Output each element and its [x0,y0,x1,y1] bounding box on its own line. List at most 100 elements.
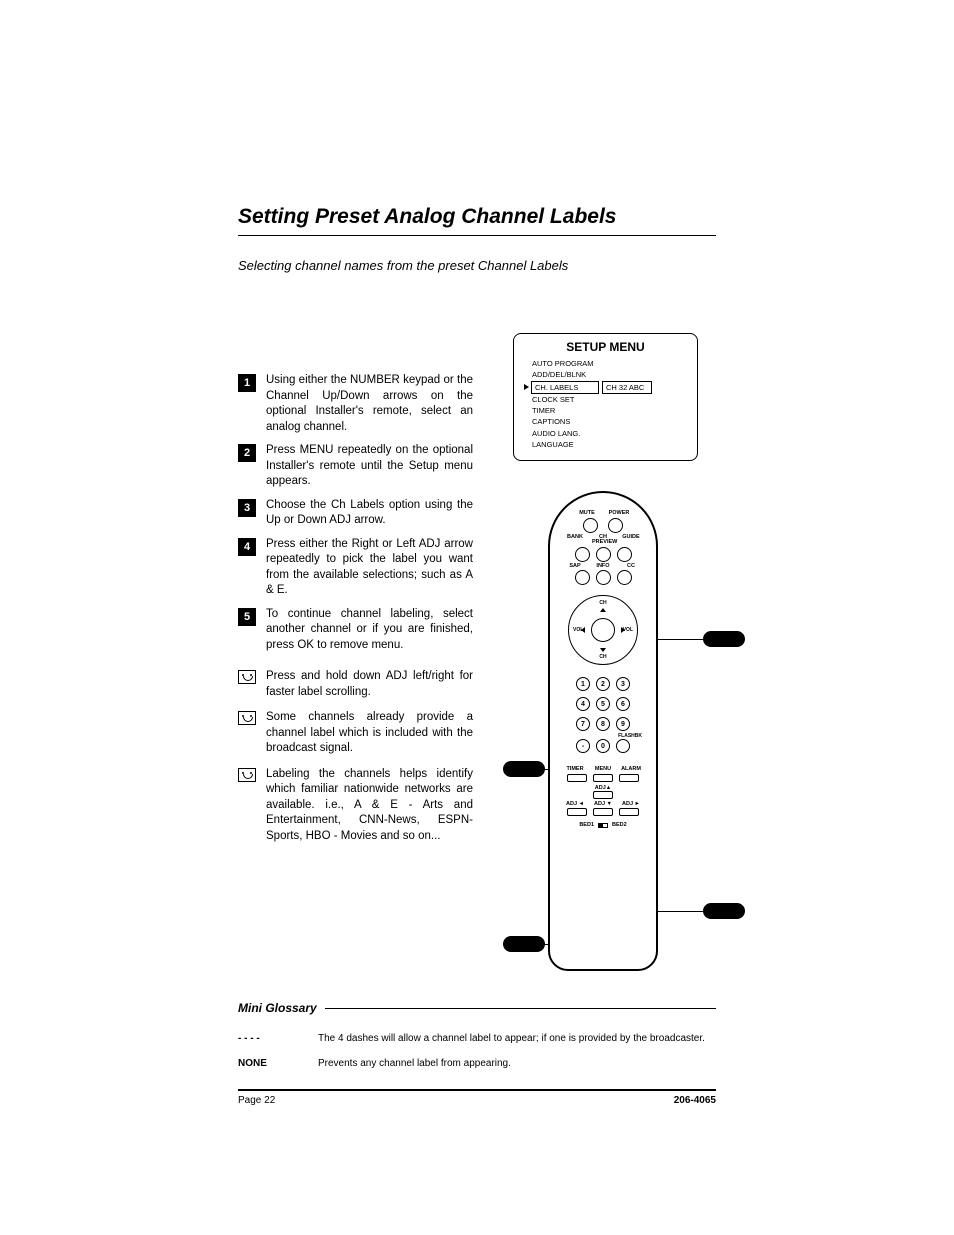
menu-item: AUDIO LANG. [524,428,687,439]
remote-diagram: MUTE POWER BANK CH PREVIEW GUIDE [548,491,716,971]
num-3-button[interactable]: 3 [616,677,630,691]
button-label: MUTE [576,511,598,517]
right-column: SETUP MENU AUTO PROGRAM ADD/DEL/BLNK CH.… [503,333,716,971]
remote-outline: MUTE POWER BANK CH PREVIEW GUIDE [548,491,658,971]
step-text: Using either the NUMBER keypad or the Ch… [266,373,473,435]
label-row: BANK CH PREVIEW GUIDE [556,535,650,546]
bed-switch-row: BED1 BED2 [556,822,650,828]
num-2-button[interactable]: 2 [596,677,610,691]
flashbk-button[interactable] [616,739,630,753]
button-label: INFO [592,564,614,570]
cc-button[interactable] [617,570,632,585]
mute-button[interactable] [583,518,598,533]
num-5-button[interactable]: 5 [596,697,610,711]
menu-item-selected: CH. LABELS CH 32 ABC [524,381,687,394]
dpad-label-down: CH [599,654,606,660]
footer-divider [238,1089,716,1091]
button-label: CH PREVIEW [592,535,614,546]
tips-block: Press and hold down ADJ left/right for f… [238,669,473,844]
content-row: 1 Using either the NUMBER keypad or the … [238,333,716,971]
page-title: Setting Preset Analog Channel Labels [238,205,716,236]
num-4-button[interactable]: 4 [576,697,590,711]
num-8-button[interactable]: 8 [596,717,610,731]
num-9-button[interactable]: 9 [616,717,630,731]
page-subtitle: Selecting channel names from the preset … [238,258,716,273]
adj-right-button[interactable] [619,808,639,816]
glossary-def: The 4 dashes will allow a channel label … [318,1033,716,1044]
dpad[interactable]: CH CH VOL VOL [568,595,638,665]
button-row [556,518,650,533]
menu-item: CAPTIONS [524,416,687,427]
adj-left-label: ADJ ◄ [564,802,586,808]
button-label: ALARM [620,767,642,773]
glossary-row: NONE Prevents any channel label from app… [238,1058,716,1069]
adj-down-button[interactable] [593,808,613,816]
ch-preview-button[interactable] [596,547,611,562]
selected-value: CH 32 ABC [602,381,652,394]
doc-number: 206-4065 [674,1095,716,1106]
info-button[interactable] [596,570,611,585]
step-4: 4 Press either the Right or Left ADJ arr… [238,537,473,599]
glossary-term: - - - - [238,1033,318,1044]
dpad-ok-button[interactable] [591,618,615,642]
adj-left-button[interactable] [567,808,587,816]
selected-label: CH. LABELS [531,381,599,394]
label-row: MUTE POWER [556,511,650,517]
bed2-label: BED2 [612,822,627,828]
num-1-button[interactable]: 1 [576,677,590,691]
triangle-right-icon [524,384,529,390]
step-number: 2 [238,444,256,462]
step-5: 5 To continue channel labeling, select a… [238,607,473,654]
triangle-left-icon [581,627,585,633]
power-button[interactable] [608,518,623,533]
button-label: GUIDE [620,535,642,546]
label-row: TIMER MENU ALARM [556,767,650,773]
dash-button[interactable]: - [576,739,590,753]
sap-button[interactable] [575,570,590,585]
num-row: - 0 [556,739,650,753]
footer-row: Page 22 206-4065 [238,1095,716,1106]
setup-menu-title: SETUP MENU [524,340,687,354]
menu-item: AUTO PROGRAM [524,358,687,369]
button-label: BANK [564,535,586,546]
num-row: 7 8 9 [556,717,650,731]
bed1-label: BED1 [579,822,594,828]
bank-button[interactable] [575,547,590,562]
num-6-button[interactable]: 6 [616,697,630,711]
callout-oval [503,761,545,777]
step-text: Choose the Ch Labels option using the Up… [266,498,473,529]
adj-down-label: ADJ ▼ [592,802,614,808]
button-label: SAP [564,564,586,570]
num-row: 1 2 3 [556,677,650,691]
menu-item: ADD/DEL/BLNK [524,369,687,380]
button-row [556,547,650,562]
step-number: 1 [238,374,256,392]
step-1: 1 Using either the NUMBER keypad or the … [238,373,473,435]
divider-line [325,1008,716,1009]
num-7-button[interactable]: 7 [576,717,590,731]
button-label: TIMER [564,767,586,773]
triangle-right-icon [621,627,625,633]
callout-oval [703,631,745,647]
timer-button[interactable] [567,774,587,782]
button-label: POWER [608,511,630,517]
smiley-icon [238,670,256,684]
menu-item: LANGUAGE [524,439,687,450]
adj-up-button[interactable] [593,791,613,799]
num-0-button[interactable]: 0 [596,739,610,753]
menu-items: AUTO PROGRAM ADD/DEL/BLNK CH. LABELS CH … [524,358,687,450]
step-number: 3 [238,499,256,517]
step-2: 2 Press MENU repeatedly on the optional … [238,443,473,490]
menu-item: TIMER [524,405,687,416]
tip-3: Labeling the channels helps identify whi… [238,767,473,845]
button-row [556,774,650,782]
menu-button[interactable] [593,774,613,782]
button-label: MENU [592,767,614,773]
adj-right-label: ADJ ► [620,802,642,808]
smiley-icon [238,768,256,782]
alarm-button[interactable] [619,774,639,782]
glossary-title: Mini Glossary [238,1001,317,1015]
guide-button[interactable] [617,547,632,562]
bed-switch[interactable] [598,823,608,828]
glossary-row: - - - - The 4 dashes will allow a channe… [238,1033,716,1044]
